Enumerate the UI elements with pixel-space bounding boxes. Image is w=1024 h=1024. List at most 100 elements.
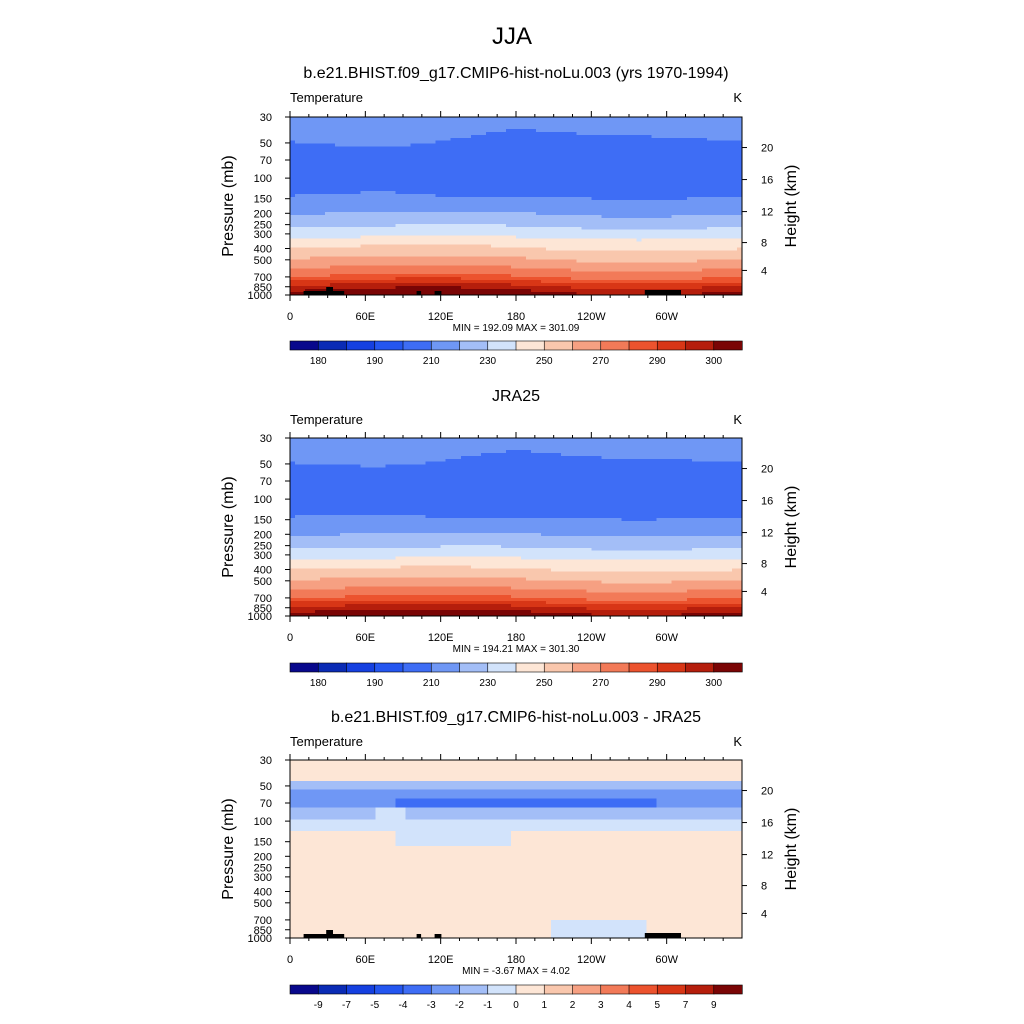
field-cell [465,182,472,186]
field-cell [315,200,321,204]
field-cell [626,137,633,142]
field-cell [425,241,432,246]
field-cell [586,238,592,243]
field-cell [330,217,336,222]
field-cell [531,241,537,246]
field-cell [546,173,552,177]
field-cell [440,119,447,124]
field-cell [400,161,407,166]
field-cell [611,173,618,177]
field-cell [435,164,442,169]
field-cell [531,203,537,207]
field-cell [350,179,356,183]
field-cell [310,244,316,249]
field-cell [611,197,618,201]
field-cell [561,161,567,166]
field-cell [410,161,417,166]
field-cell [310,197,316,201]
field-cell [485,167,492,171]
field-cell [601,185,607,189]
field-cell [686,117,693,121]
field-cell [601,250,607,255]
field-cell [480,167,487,171]
field-cell [470,253,477,258]
field-cell [410,143,417,148]
field-cell [576,206,582,210]
field-cell [465,197,472,201]
field-cell [375,167,381,171]
field-cell [606,214,613,219]
field-cell [541,232,547,237]
field-cell [335,179,341,183]
field-cell [445,185,452,189]
field-cell [490,179,497,183]
field-cell [661,250,668,255]
field-cell [455,173,462,177]
field-cell [711,125,718,130]
field-cell [736,137,743,142]
field-cell [646,232,653,237]
field-cell [470,235,477,240]
field-cell [340,152,346,157]
field-cell [681,164,688,169]
field-cell [546,161,552,166]
field-cell [375,182,381,186]
field-cell [440,134,447,139]
field-cell [621,235,628,240]
field-cell [576,188,582,192]
field-cell [405,182,412,186]
field-cell [611,137,618,142]
field-cell [495,125,502,130]
field-cell [295,235,301,240]
field-cell [631,134,638,139]
field-cell [691,244,698,249]
field-cell [631,223,638,228]
field-cell [541,128,547,133]
field-cell [711,200,718,204]
field-cell [310,203,316,207]
field-cell [566,155,572,160]
field-cell [561,232,567,237]
field-cell [365,253,371,258]
field-cell [541,182,547,186]
field-cell [731,143,738,148]
field-cell [526,185,532,189]
field-cell [395,185,402,189]
field-cell [425,173,432,177]
field-cell [616,244,623,249]
field-cell [571,200,577,204]
field-cell [420,244,427,249]
field-cell [485,131,492,136]
field-cell [455,128,462,133]
field-cell [606,226,613,231]
field-cell [726,158,733,163]
field-cell [440,161,447,166]
field-cell [330,164,336,169]
field-cell [370,194,376,198]
field-cell [395,149,402,154]
field-cell [561,220,567,225]
field-cell [450,161,457,166]
field-cell [430,119,437,124]
field-cell [726,229,733,234]
field-cell [395,214,402,219]
field-cell [666,158,673,163]
field-cell [290,158,296,163]
field-cell [721,158,728,163]
field-cell [410,220,417,225]
field-cell [375,128,381,133]
field-cell [510,176,517,180]
field-cell [325,152,331,157]
field-cell [686,206,693,210]
field-cell [475,125,482,130]
field-cell [591,238,597,243]
field-cell [415,211,422,216]
field-cell [325,250,331,255]
field-cell [410,128,417,133]
field-cell [315,149,321,154]
field-cell [566,256,572,260]
field-cell [405,247,412,252]
field-cell [601,229,607,234]
field-cell [541,235,547,240]
field-cell [606,211,613,216]
